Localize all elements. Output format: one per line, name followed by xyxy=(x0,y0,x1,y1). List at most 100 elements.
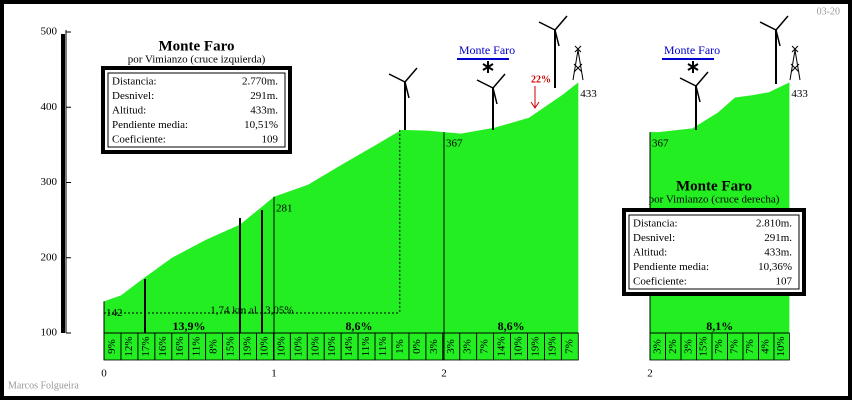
section-label: 8,6% xyxy=(498,319,525,333)
y-tick-label: 500 xyxy=(41,26,58,38)
x-tick-label: 2 xyxy=(647,368,653,380)
box-subtitle: por Vimianzo (cruce derecha) xyxy=(649,194,780,206)
grade-label: 7% xyxy=(729,339,741,354)
grade-label: 10% xyxy=(292,336,304,356)
asterisk xyxy=(482,61,494,73)
stat-label: Altitud: xyxy=(633,247,667,259)
grade-label: 11% xyxy=(377,337,389,357)
grade-label: 7% xyxy=(563,339,575,354)
grade-label: 3% xyxy=(651,339,663,354)
grade-label: 10% xyxy=(258,336,270,356)
x-tick-label: 1 xyxy=(271,368,277,380)
box-title: Monte Faro xyxy=(676,178,752,194)
grade-label: 15% xyxy=(225,336,237,356)
grade-label: 10% xyxy=(326,336,338,356)
grade-label: 4% xyxy=(760,339,772,354)
peak-link: Monte Faro xyxy=(664,43,720,57)
grade-label: 3% xyxy=(428,339,440,354)
profile-area xyxy=(104,82,579,360)
box-title: Monte Faro xyxy=(159,38,235,54)
section-label: 13,9% xyxy=(173,319,206,333)
turbine-blades xyxy=(679,71,709,103)
turbine-blades xyxy=(388,67,418,99)
grade-label: 3% xyxy=(462,339,474,354)
grade-label: 9% xyxy=(106,339,118,354)
grade-label: 17% xyxy=(140,336,152,356)
turbine-blades xyxy=(476,73,506,105)
grade-label: 3% xyxy=(445,339,457,354)
x-tick-label: 2 xyxy=(441,368,447,380)
grade-label: 10% xyxy=(513,336,525,356)
author: Marcos Folgueira xyxy=(8,380,79,391)
stat-value: 109 xyxy=(262,134,279,146)
grade-label: 12% xyxy=(123,336,135,356)
grade-label: 7% xyxy=(713,339,725,354)
point-label: 367 xyxy=(446,138,463,150)
stats-box-inner xyxy=(107,72,286,148)
grade-label: 2% xyxy=(667,339,679,354)
stat-value: 10,51% xyxy=(244,119,278,131)
y-tick-label: 300 xyxy=(41,176,58,188)
antenna-tower xyxy=(789,45,801,81)
grade-label: 16% xyxy=(157,336,169,356)
grade-label: 11% xyxy=(360,337,372,357)
ramp-label: 1,74 km al 13,05% xyxy=(210,305,293,317)
stat-value: 291m. xyxy=(250,90,278,102)
section-label: 8,1% xyxy=(706,319,733,333)
point-label: 433 xyxy=(580,88,597,100)
grade-label: 16% xyxy=(174,336,186,356)
y-tick-label: 200 xyxy=(41,251,58,263)
y-tick-label: 400 xyxy=(41,101,58,113)
stat-label: Coeficiente: xyxy=(633,276,687,288)
grade-label: 19% xyxy=(242,336,254,356)
grade-label: 15% xyxy=(698,336,710,356)
y-tick-label: 100 xyxy=(41,327,58,339)
stat-value: 10,36% xyxy=(758,261,792,273)
stat-value: 2.810m. xyxy=(756,218,792,230)
y-axis-bar xyxy=(61,34,65,333)
date: 03-20 xyxy=(817,6,840,17)
grade-label: 7% xyxy=(479,339,491,354)
stat-label: Coeficiente: xyxy=(112,134,166,146)
stat-value: 433m. xyxy=(764,247,792,259)
turbine-blades xyxy=(538,15,568,47)
grade-label: 19% xyxy=(529,336,541,356)
stat-label: Distancia: xyxy=(112,76,157,88)
stat-label: Altitud: xyxy=(112,105,146,117)
stat-label: Desnivel: xyxy=(633,232,675,244)
grade-label: 11% xyxy=(191,337,203,357)
stat-value: 2.770m. xyxy=(242,76,278,88)
peak-grade: 22% xyxy=(531,74,551,85)
grade-label: 14% xyxy=(496,336,508,356)
stat-label: Desnivel: xyxy=(112,90,154,102)
asterisk xyxy=(687,61,699,73)
stat-value: 107 xyxy=(776,276,793,288)
stat-label: Distancia: xyxy=(633,218,678,230)
x-tick-label: 0 xyxy=(101,368,107,380)
grade-label: 10% xyxy=(775,336,787,356)
grade-label: 7% xyxy=(744,339,756,354)
stat-label: Pendiente media: xyxy=(112,119,188,131)
stat-value: 433m. xyxy=(250,105,278,117)
grade-label: 8% xyxy=(208,339,220,354)
grade-label: 0% xyxy=(411,339,423,354)
section-label: 8,6% xyxy=(346,319,373,333)
grade-cell xyxy=(773,332,790,361)
grade-label: 14% xyxy=(343,336,355,356)
stat-value: 291m. xyxy=(764,232,792,244)
point-label: 142 xyxy=(106,307,123,319)
grade-label: 10% xyxy=(275,336,287,356)
grade-cell xyxy=(560,332,579,361)
point-label: 367 xyxy=(652,138,669,150)
point-label: 281 xyxy=(276,202,293,214)
peak-grade-arrow xyxy=(530,86,540,109)
grade-label: 1% xyxy=(394,339,406,354)
stat-label: Pendiente media: xyxy=(633,261,709,273)
antenna-tower xyxy=(572,45,584,81)
turbine-blades xyxy=(759,15,789,47)
grade-label: 19% xyxy=(546,336,558,356)
grade-label: 10% xyxy=(309,336,321,356)
box-subtitle: por Vimianzo (cruce izquierda) xyxy=(128,54,266,66)
peak-link: Monte Faro xyxy=(459,43,515,57)
